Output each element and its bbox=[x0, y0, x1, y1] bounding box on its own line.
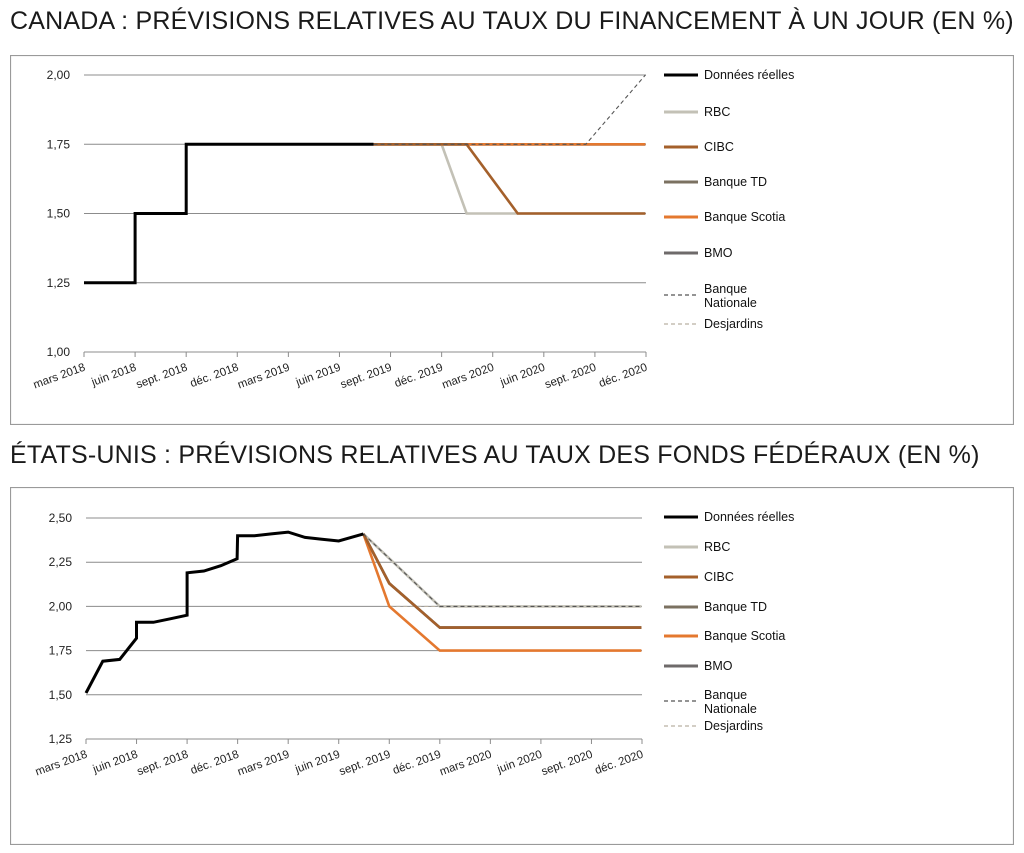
y-tick-label: 1,50 bbox=[47, 207, 71, 221]
chart-title-canada: CANADA : PRÉVISIONS RELATIVES AU TAUX DU… bbox=[10, 7, 1014, 35]
series-line-cibc bbox=[362, 533, 642, 629]
legend-label-banque-scotia: Banque Scotia bbox=[704, 210, 785, 224]
legend-label-desjardins: Desjardins bbox=[704, 317, 763, 331]
legend-label-rbc: RBC bbox=[704, 105, 730, 119]
legend-label-banque-td: Banque TD bbox=[704, 175, 767, 189]
legend-label-donnees-reelles: Données réelles bbox=[704, 510, 794, 524]
legend-label-desjardins: Desjardins bbox=[704, 719, 763, 733]
y-tick-label: 1,75 bbox=[47, 137, 71, 151]
chart-frame bbox=[10, 55, 1014, 425]
legend-label-banque-nationale: Banque Nationale bbox=[704, 688, 757, 716]
chart-title-usa: ÉTATS-UNIS : PRÉVISIONS RELATIVES AU TAU… bbox=[10, 441, 980, 469]
chart-frame bbox=[10, 487, 1014, 845]
legend-label-bmo: BMO bbox=[704, 246, 733, 260]
legend-label-bmo: BMO bbox=[704, 659, 733, 673]
legend-label-cibc: CIBC bbox=[704, 570, 734, 584]
y-tick-label: 1,25 bbox=[49, 732, 73, 746]
legend-label-rbc: RBC bbox=[704, 540, 730, 554]
series-line-donnees-reelles bbox=[84, 530, 364, 694]
y-tick-label: 1,75 bbox=[49, 644, 73, 658]
y-tick-label: 1,00 bbox=[47, 345, 71, 359]
legend-label-banque-td: Banque TD bbox=[704, 600, 767, 614]
series-line-cibc bbox=[373, 143, 646, 215]
y-tick-label: 1,25 bbox=[47, 276, 71, 290]
legend-label-donnees-reelles: Données réelles bbox=[704, 68, 794, 82]
chart-panel-canada: 1,00 1,25 1,50 1,75 2,00 mars 2018 juin 2018 se… bbox=[10, 55, 1014, 425]
series-line-donnees-reelles bbox=[84, 142, 374, 285]
y-tick-label: 1,50 bbox=[49, 688, 73, 702]
y-tick-label: 2,00 bbox=[49, 599, 73, 613]
series-line-banque-nationale bbox=[373, 74, 646, 145]
y-tick-label: 2,25 bbox=[49, 555, 73, 569]
legend-label-cibc: CIBC bbox=[704, 140, 734, 154]
series-line-banque-scotia bbox=[362, 533, 642, 652]
legend-label-banque-scotia: Banque Scotia bbox=[704, 629, 785, 643]
y-tick-label: 2,50 bbox=[49, 511, 73, 525]
chart-panel-usa: 1,25 1,50 1,75 2,00 2,25 2,50 mars 2018 juin 20… bbox=[10, 487, 1014, 845]
series-line-banque-nationale bbox=[363, 533, 642, 607]
y-tick-label: 2,00 bbox=[47, 68, 71, 82]
legend-label-banque-nationale: Banque Nationale bbox=[704, 282, 757, 310]
